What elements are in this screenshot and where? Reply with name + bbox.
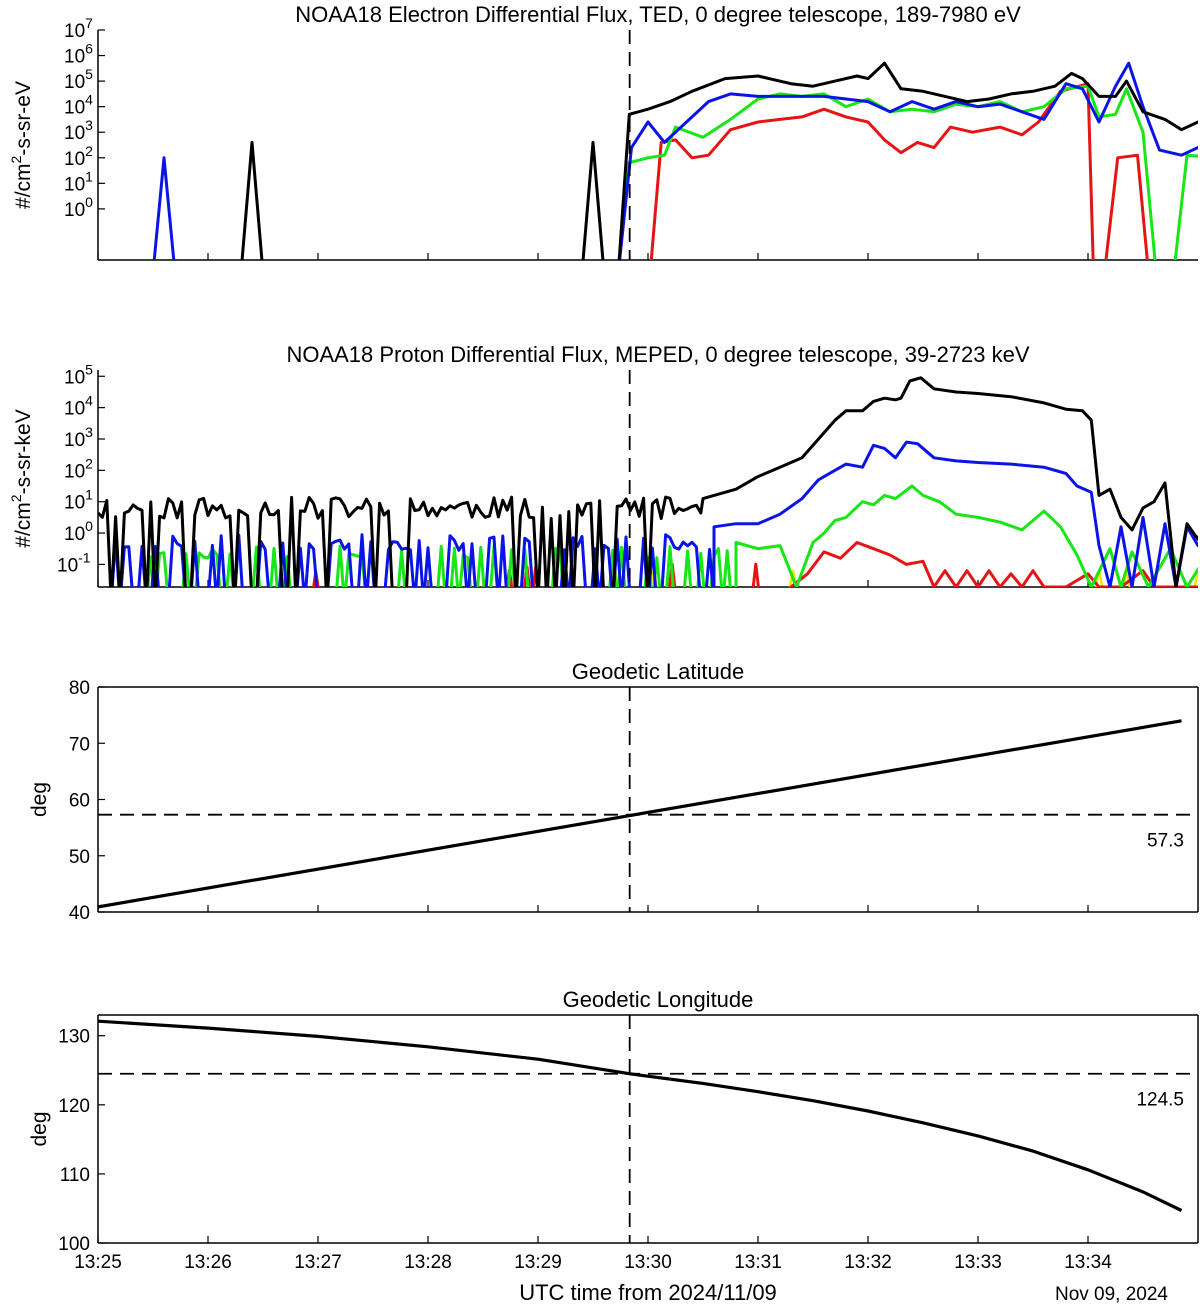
latitude-reference-label: 57.3	[1147, 831, 1184, 852]
proton-y-tick-label: 102	[64, 455, 93, 482]
longitude-y-tick-label: 110	[60, 1165, 90, 1186]
series-black-line	[98, 376, 1198, 587]
proton-y-tick-label: 105	[64, 361, 93, 388]
latitude-y-axis-label: deg	[28, 782, 51, 817]
proton-title: NOAA18 Proton Differential Flux, MEPED, …	[286, 342, 1029, 367]
x-tick-label: 13:30	[624, 1252, 672, 1273]
x-tick-label: 13:34	[1064, 1252, 1112, 1273]
electron-y-tick-label: 107	[64, 15, 93, 42]
x-tick-label: 13:26	[184, 1252, 232, 1273]
proton-y-tick-label: 103	[64, 424, 93, 451]
longitude-line	[98, 1019, 1183, 1212]
panel-latitude: Geodetic Latitude 40 50 60 70 80 deg 57.3	[28, 659, 1199, 924]
longitude-y-tick-label: 120	[58, 1096, 90, 1117]
latitude-y-tick-label: 50	[69, 847, 90, 868]
proton-y-tick-label: 10-1	[57, 549, 91, 576]
latitude-y-tick-label: 40	[69, 903, 90, 924]
proton-y-tick-label: 101	[64, 487, 93, 514]
electron-y-tick-label: 104	[64, 92, 93, 119]
longitude-y-tick-label: 130	[58, 1027, 90, 1048]
series-red-line	[649, 82, 1198, 260]
panel-longitude: Geodetic Longitude 100 110 120 130 deg 124.5	[28, 987, 1199, 1255]
panel-proton: NOAA18 Proton Differential Flux, MEPED, …	[8, 342, 1198, 588]
latitude-y-tick-label: 70	[69, 734, 90, 755]
x-tick-label: 13:28	[404, 1252, 452, 1273]
electron-y-axis-label: #/cm2-s-sr-eV	[8, 81, 35, 209]
proton-y-tick-label: 100	[64, 518, 93, 545]
longitude-y-tick-label: 100	[58, 1234, 90, 1255]
x-axis-label: UTC time from 2024/11/09	[519, 1280, 777, 1305]
electron-y-tick-label: 105	[64, 66, 93, 93]
electron-y-tick-label: 106	[64, 41, 93, 68]
proton-y-axis-label: #/cm2-s-sr-keV	[8, 409, 35, 547]
latitude-title: Geodetic Latitude	[572, 659, 744, 684]
latitude-y-tick-label: 80	[69, 678, 90, 699]
series-green-line	[146, 484, 1198, 587]
x-tick-label: 13:32	[844, 1252, 892, 1273]
series-yellow-spike	[1193, 569, 1198, 587]
electron-y-tick-label: 100	[64, 194, 93, 221]
x-tick-label: 13:29	[514, 1252, 562, 1273]
longitude-reference-label: 124.5	[1136, 1090, 1184, 1111]
date-label: Nov 09, 2024	[1055, 1284, 1168, 1305]
panel-electron: NOAA18 Electron Differential Flux, TED, …	[8, 2, 1198, 261]
latitude-y-tick-label: 60	[69, 791, 90, 812]
x-tick-label: 13:31	[734, 1252, 782, 1273]
series-blue-line	[152, 61, 1198, 260]
electron-y-tick-label: 102	[64, 143, 93, 170]
longitude-title: Geodetic Longitude	[563, 987, 754, 1012]
x-tick-label: 13:25	[74, 1252, 122, 1273]
x-tick-label: 13:33	[954, 1252, 1002, 1273]
series-red-line	[312, 541, 1198, 587]
electron-y-tick-label: 103	[64, 117, 93, 144]
x-tick-label: 13:27	[294, 1252, 342, 1273]
series-blue-line	[110, 440, 1198, 587]
proton-y-tick-label: 104	[64, 393, 93, 420]
longitude-y-axis-label: deg	[28, 1111, 51, 1146]
series-green-line	[617, 84, 1198, 260]
electron-title: NOAA18 Electron Differential Flux, TED, …	[295, 2, 1021, 27]
electron-y-tick-label: 101	[64, 168, 93, 195]
series-black-line	[240, 61, 1198, 260]
